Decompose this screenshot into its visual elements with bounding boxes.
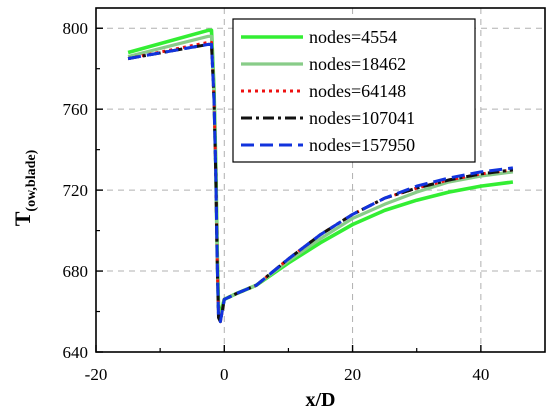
legend: nodes=4554 nodes=18462 nodes=64148 nodes=10… <box>232 18 476 163</box>
y-axis-title-main: T <box>10 211 35 226</box>
y-tick-label: 760 <box>63 100 89 119</box>
y-axis-title: T(ow,blade) <box>10 149 39 226</box>
y-tick-label: 640 <box>63 343 89 362</box>
y-tick-label: 680 <box>63 262 89 281</box>
x-tick-label: -20 <box>85 365 108 384</box>
legend-label-3: nodes=64148 <box>309 81 406 101</box>
series-lines <box>127 28 514 324</box>
x-tick-label: 40 <box>472 365 489 384</box>
y-tick-label: 800 <box>63 19 89 38</box>
axis-ticks: -20 0 20 40 640 680 720 760 800 <box>63 19 490 384</box>
y-axis-title-subscript: (ow,blade) <box>24 149 39 211</box>
legend-label-2: nodes=18462 <box>309 54 406 74</box>
legend-label-1: nodes=4554 <box>309 27 397 47</box>
y-tick-label: 720 <box>63 181 89 200</box>
x-axis-title: x/D <box>306 389 336 411</box>
series-line-5 <box>127 42 514 324</box>
legend-label-4: nodes=107041 <box>309 108 415 128</box>
x-tick-label: 20 <box>344 365 361 384</box>
legend-box <box>232 18 476 163</box>
x-tick-label: 0 <box>220 365 229 384</box>
plot-frame <box>95 7 546 353</box>
legend-label-5: nodes=157950 <box>309 135 415 155</box>
